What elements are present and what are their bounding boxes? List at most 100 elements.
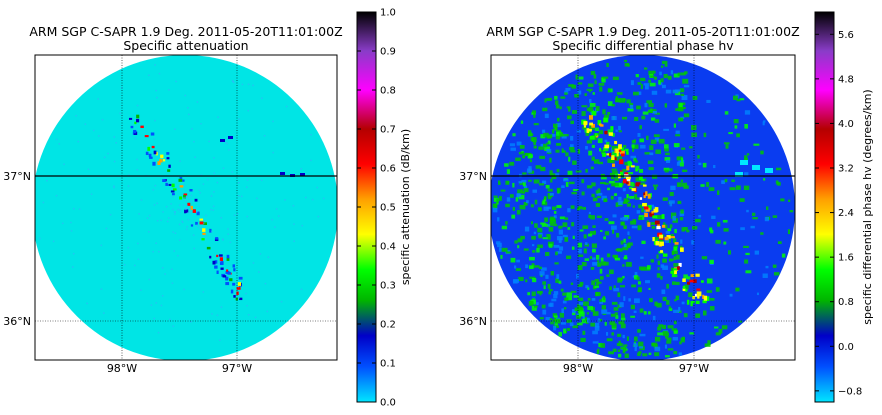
right-radar-echo [692, 295, 695, 300]
left-radar-clutter [109, 213, 112, 216]
left-radar-clutter [206, 178, 209, 181]
right-radar-echo [500, 189, 506, 192]
right-radar-echo [680, 247, 684, 252]
right-radar-echo [609, 321, 616, 325]
right-radar-echo [710, 297, 715, 301]
right-radar-echo [497, 242, 502, 248]
left-radar-echo [171, 183, 175, 188]
right-radar-echo [603, 198, 606, 203]
left-radar-clutter [225, 141, 227, 144]
right-radar-echo [617, 292, 621, 298]
right-radar-echo [599, 123, 602, 126]
right-radar-echo [539, 317, 544, 320]
right-radar-echo [655, 237, 660, 240]
right-radar-echo [615, 148, 620, 154]
left-radar-clutter [233, 214, 236, 216]
right-radar-echo [653, 134, 660, 138]
right-radar-echo [582, 206, 587, 210]
right-radar-echo [639, 125, 642, 130]
right-radar-echo [714, 326, 719, 329]
right-radar-echo [739, 98, 745, 101]
right-radar-echo [673, 320, 677, 325]
right-radar-echo [542, 309, 547, 315]
right-radar-echo [531, 244, 535, 247]
right-colorbar-label: specific differential phase hv (degrees/… [861, 89, 874, 324]
right-radar-echo [544, 113, 549, 119]
right-radar-echo [615, 156, 619, 161]
left-radar-echo [171, 193, 175, 196]
right-radar-echo [600, 177, 607, 180]
left-radar-echo [136, 118, 140, 123]
left-radar-echo [227, 271, 231, 275]
right-radar-echo [543, 143, 548, 148]
right-radar-echo [593, 74, 597, 79]
right-radar-echo [533, 179, 540, 184]
right-radar-echo [660, 78, 664, 83]
left-colorbar-tick-label: 1.0 [380, 8, 396, 19]
right-radar-echo [549, 221, 554, 226]
left-radar-echo [185, 209, 189, 213]
left-radar-clutter [166, 220, 169, 223]
right-radar-echo [582, 330, 586, 335]
right-radar-echo [695, 300, 700, 305]
right-radar-echo [632, 147, 635, 152]
right-radar-echo [570, 120, 575, 125]
right-radar-echo [565, 87, 571, 91]
right-radar-echo [572, 160, 577, 165]
right-radar-echo [775, 180, 779, 185]
right-radar-echo [556, 168, 560, 173]
right-radar-echo [664, 63, 668, 67]
left-radar-clutter [193, 140, 195, 143]
right-radar-echo [640, 84, 643, 90]
left-radar-clutter [150, 304, 153, 306]
right-radar-echo [571, 222, 575, 227]
left-radar-clutter [179, 208, 182, 211]
left-radar-clutter [92, 129, 95, 132]
right-radar-echo [637, 91, 642, 95]
right-radar-echo [673, 330, 678, 334]
left-radar-clutter [164, 273, 166, 275]
right-radar-echo [566, 295, 573, 301]
right-radar-echo [716, 190, 720, 196]
left-radar-echo [178, 178, 183, 182]
right-radar-echo [690, 300, 695, 304]
right-radar-echo [534, 265, 540, 268]
right-radar-echo [729, 293, 733, 297]
left-radar-clutter [310, 159, 312, 162]
right-radar-echo [661, 224, 666, 228]
right-radar-echo [577, 265, 583, 271]
right-radar-echo [636, 210, 641, 214]
right-radar-echo [578, 206, 583, 210]
right-radar-echo [555, 251, 558, 256]
right-radar-echo [631, 188, 636, 192]
left-radar-echo [128, 117, 133, 120]
right-radar-echo [547, 283, 551, 289]
left-radar-clutter [198, 189, 201, 192]
right-radar-echo [662, 324, 666, 330]
right-radar-echo [643, 311, 647, 315]
right-radar-echo [644, 212, 648, 218]
right-radar-echo [627, 171, 633, 175]
right-radar-echo [598, 318, 603, 322]
right-radar-echo [618, 277, 623, 281]
right-radar-echo [597, 318, 601, 323]
right-radar-echo [670, 267, 675, 271]
right-radar-echo [592, 248, 596, 253]
right-radar-echo [663, 128, 669, 131]
left-colorbar-label: specific attenuation (dB/km) [399, 129, 412, 285]
right-radar-echo [765, 168, 773, 173]
right-radar-echo [657, 267, 660, 271]
left-radar-clutter [161, 295, 164, 297]
left-radar-echo [195, 221, 198, 225]
left-radar-clutter [174, 128, 176, 130]
right-radar-echo [527, 133, 534, 137]
right-radar-echo [605, 141, 610, 145]
right-radar-echo [614, 193, 618, 196]
right-radar-echo [569, 181, 575, 185]
right-radar-echo [681, 95, 688, 101]
left-radar-clutter [220, 306, 223, 308]
right-radar-echo [506, 197, 511, 202]
left-radar-echo [152, 161, 156, 166]
left-radar-echo [182, 179, 185, 182]
right-radar-echo [637, 290, 641, 293]
